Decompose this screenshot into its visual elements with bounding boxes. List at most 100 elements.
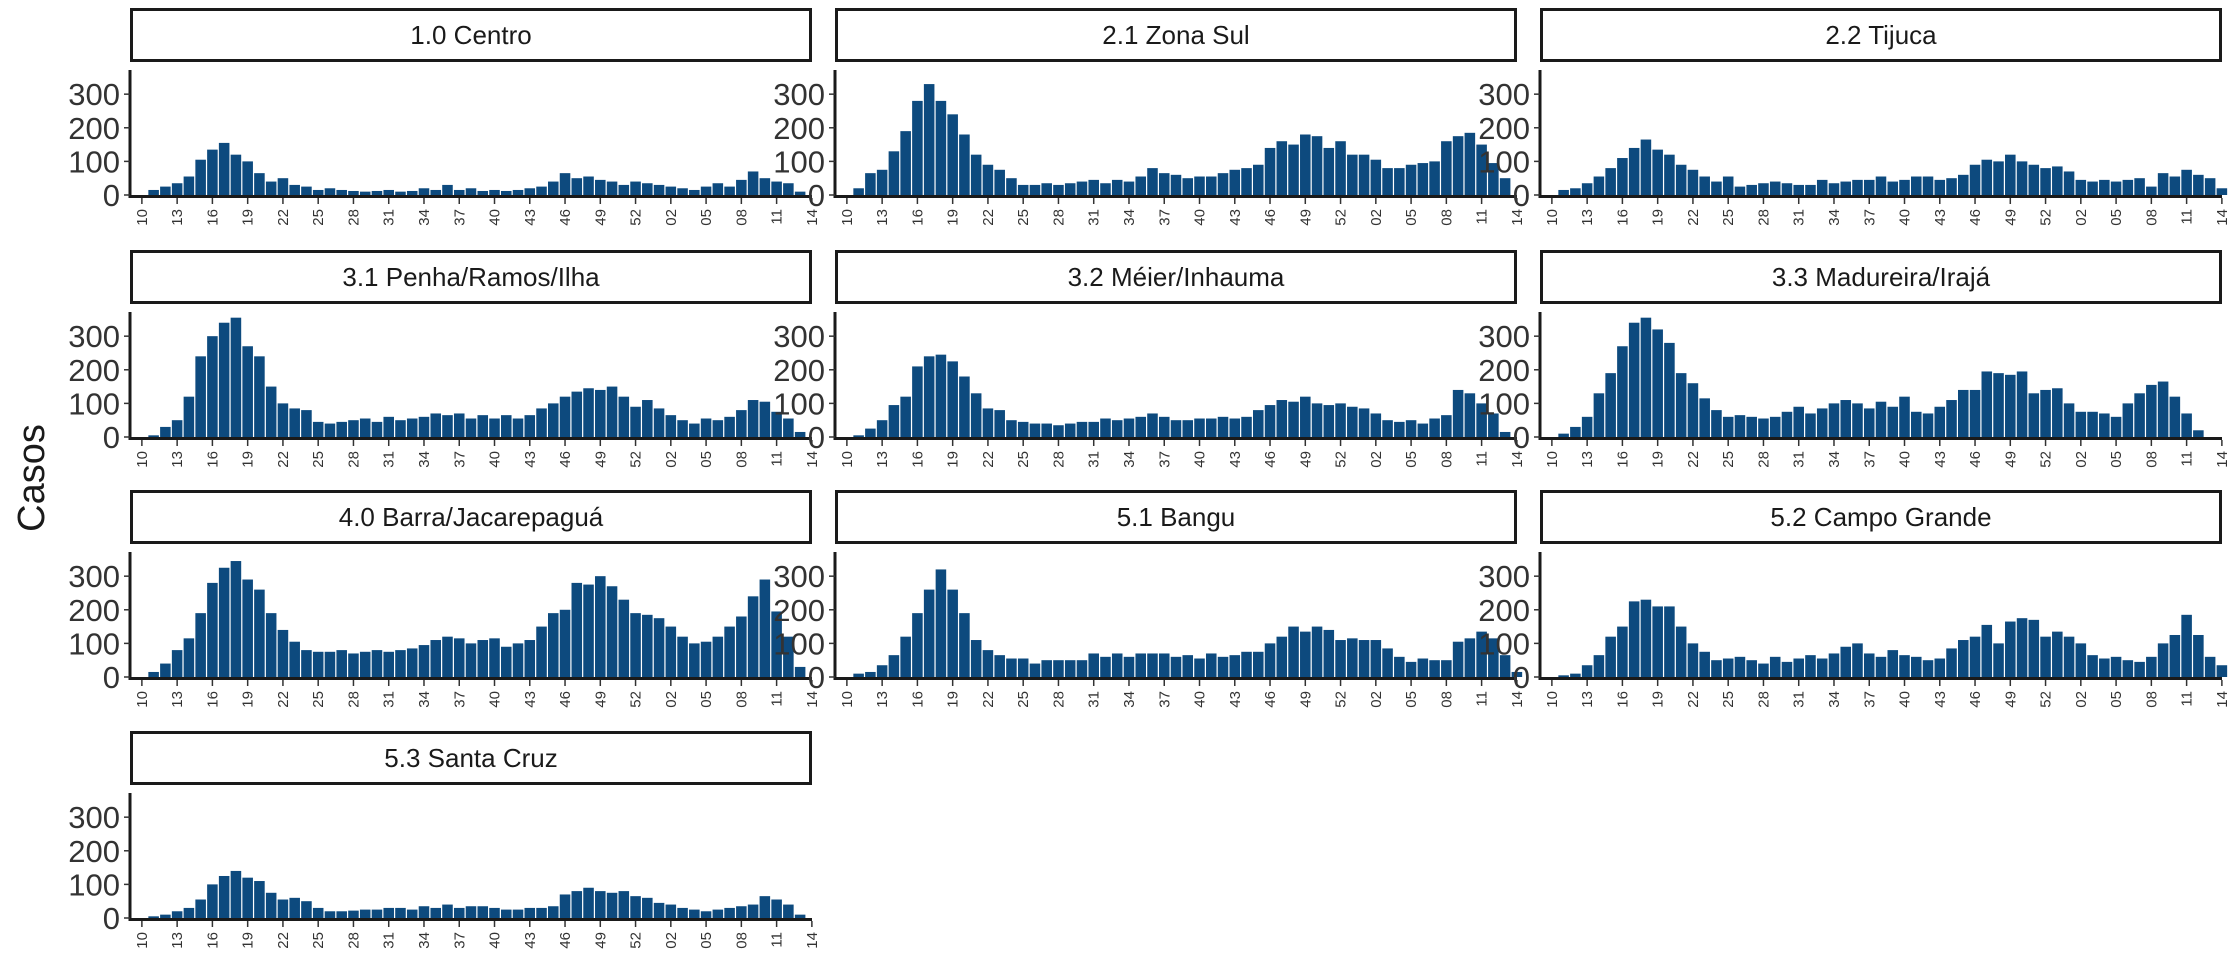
x-tick-label: 22 [980, 209, 997, 226]
bar [1922, 660, 1934, 677]
bar [1264, 405, 1276, 437]
x-tick-label: 14 [804, 451, 821, 468]
bar [2075, 411, 2087, 437]
bar [477, 640, 489, 677]
bar [1017, 421, 1029, 438]
bar [442, 904, 453, 918]
bar [1617, 158, 1628, 195]
bar [700, 418, 712, 437]
bar [2134, 661, 2145, 678]
x-tick-label: 37 [1861, 451, 1878, 468]
bar [724, 186, 735, 195]
bar [853, 188, 864, 195]
bar [1687, 169, 1699, 195]
bar [1617, 346, 1628, 437]
x-tick-label: 08 [2143, 691, 2160, 708]
bar [1100, 418, 1111, 437]
bar [1711, 660, 1722, 677]
bar [254, 881, 265, 918]
bar [2040, 389, 2051, 437]
bar [524, 415, 536, 437]
x-tick-label: 34 [416, 209, 433, 226]
bar [2204, 178, 2216, 195]
bar [1476, 403, 1487, 437]
x-tick-label: 34 [1826, 209, 1843, 226]
bar [1170, 656, 1182, 677]
bar [524, 640, 536, 677]
bar [1347, 406, 1358, 437]
bar [1464, 638, 1476, 677]
bar [794, 666, 806, 677]
bar [712, 909, 724, 918]
x-tick-label: 43 [522, 691, 539, 708]
bar [312, 651, 324, 677]
bar [371, 421, 383, 438]
bar [1452, 389, 1464, 437]
x-tick-label: 37 [451, 209, 468, 226]
bar [1734, 186, 1746, 195]
x-tick-label: 34 [1826, 691, 1843, 708]
bar [359, 418, 371, 437]
bar [548, 613, 559, 677]
y-tick-label: 100 [68, 144, 120, 179]
bar [759, 178, 771, 195]
bar [853, 435, 864, 437]
bar [2087, 411, 2098, 437]
y-tick-label: 300 [1478, 559, 1530, 594]
bar [947, 114, 958, 195]
x-tick-label: 25 [1015, 691, 1032, 708]
bar [959, 134, 970, 195]
x-tick-label: 16 [1614, 451, 1631, 468]
bar [2204, 656, 2216, 677]
x-tick-label: 19 [945, 691, 962, 708]
bar [1158, 416, 1170, 437]
bar [1863, 408, 1875, 437]
x-tick-label: 02 [2073, 209, 2090, 226]
bar [1088, 653, 1099, 677]
bar [1958, 640, 1969, 677]
x-tick-label: 40 [1897, 451, 1914, 468]
x-tick-label: 16 [1614, 209, 1631, 226]
bar [1558, 189, 1569, 195]
bar [301, 410, 312, 437]
x-tick-label: 16 [204, 932, 221, 949]
bar [1699, 176, 1710, 195]
bar [1076, 421, 1088, 438]
bar [1017, 658, 1029, 677]
x-tick-label: 25 [1015, 451, 1032, 468]
bar [653, 902, 665, 919]
bar [1805, 655, 1816, 677]
bar [1311, 136, 1323, 195]
bar [336, 421, 347, 438]
bar [536, 186, 547, 195]
x-tick-label: 02 [663, 209, 680, 226]
bar [665, 186, 677, 195]
bar [324, 188, 336, 195]
bar [970, 640, 982, 677]
y-tick-label: 100 [1478, 386, 1530, 421]
bar [888, 405, 900, 437]
x-tick-label: 10 [134, 691, 151, 708]
bar [1511, 671, 1523, 677]
bar [1382, 168, 1393, 195]
bar [1628, 601, 1640, 678]
bar [794, 431, 806, 437]
x-tick-label: 10 [1544, 451, 1561, 468]
bar [1922, 176, 1934, 195]
y-tick-label: 100 [68, 386, 120, 421]
bar [1370, 413, 1382, 437]
bar [1100, 183, 1111, 195]
x-tick-label: 02 [1368, 451, 1385, 468]
x-tick-label: 52 [1333, 451, 1350, 468]
bar [583, 176, 594, 195]
x-tick-label: 37 [451, 451, 468, 468]
bar [1253, 410, 1264, 437]
bar [677, 636, 688, 677]
bar [1758, 663, 1769, 677]
x-tick-label: 31 [1791, 451, 1808, 468]
x-tick-label: 13 [874, 209, 891, 226]
bar [160, 663, 171, 677]
bar [1828, 183, 1840, 195]
x-tick-label: 08 [733, 209, 750, 226]
